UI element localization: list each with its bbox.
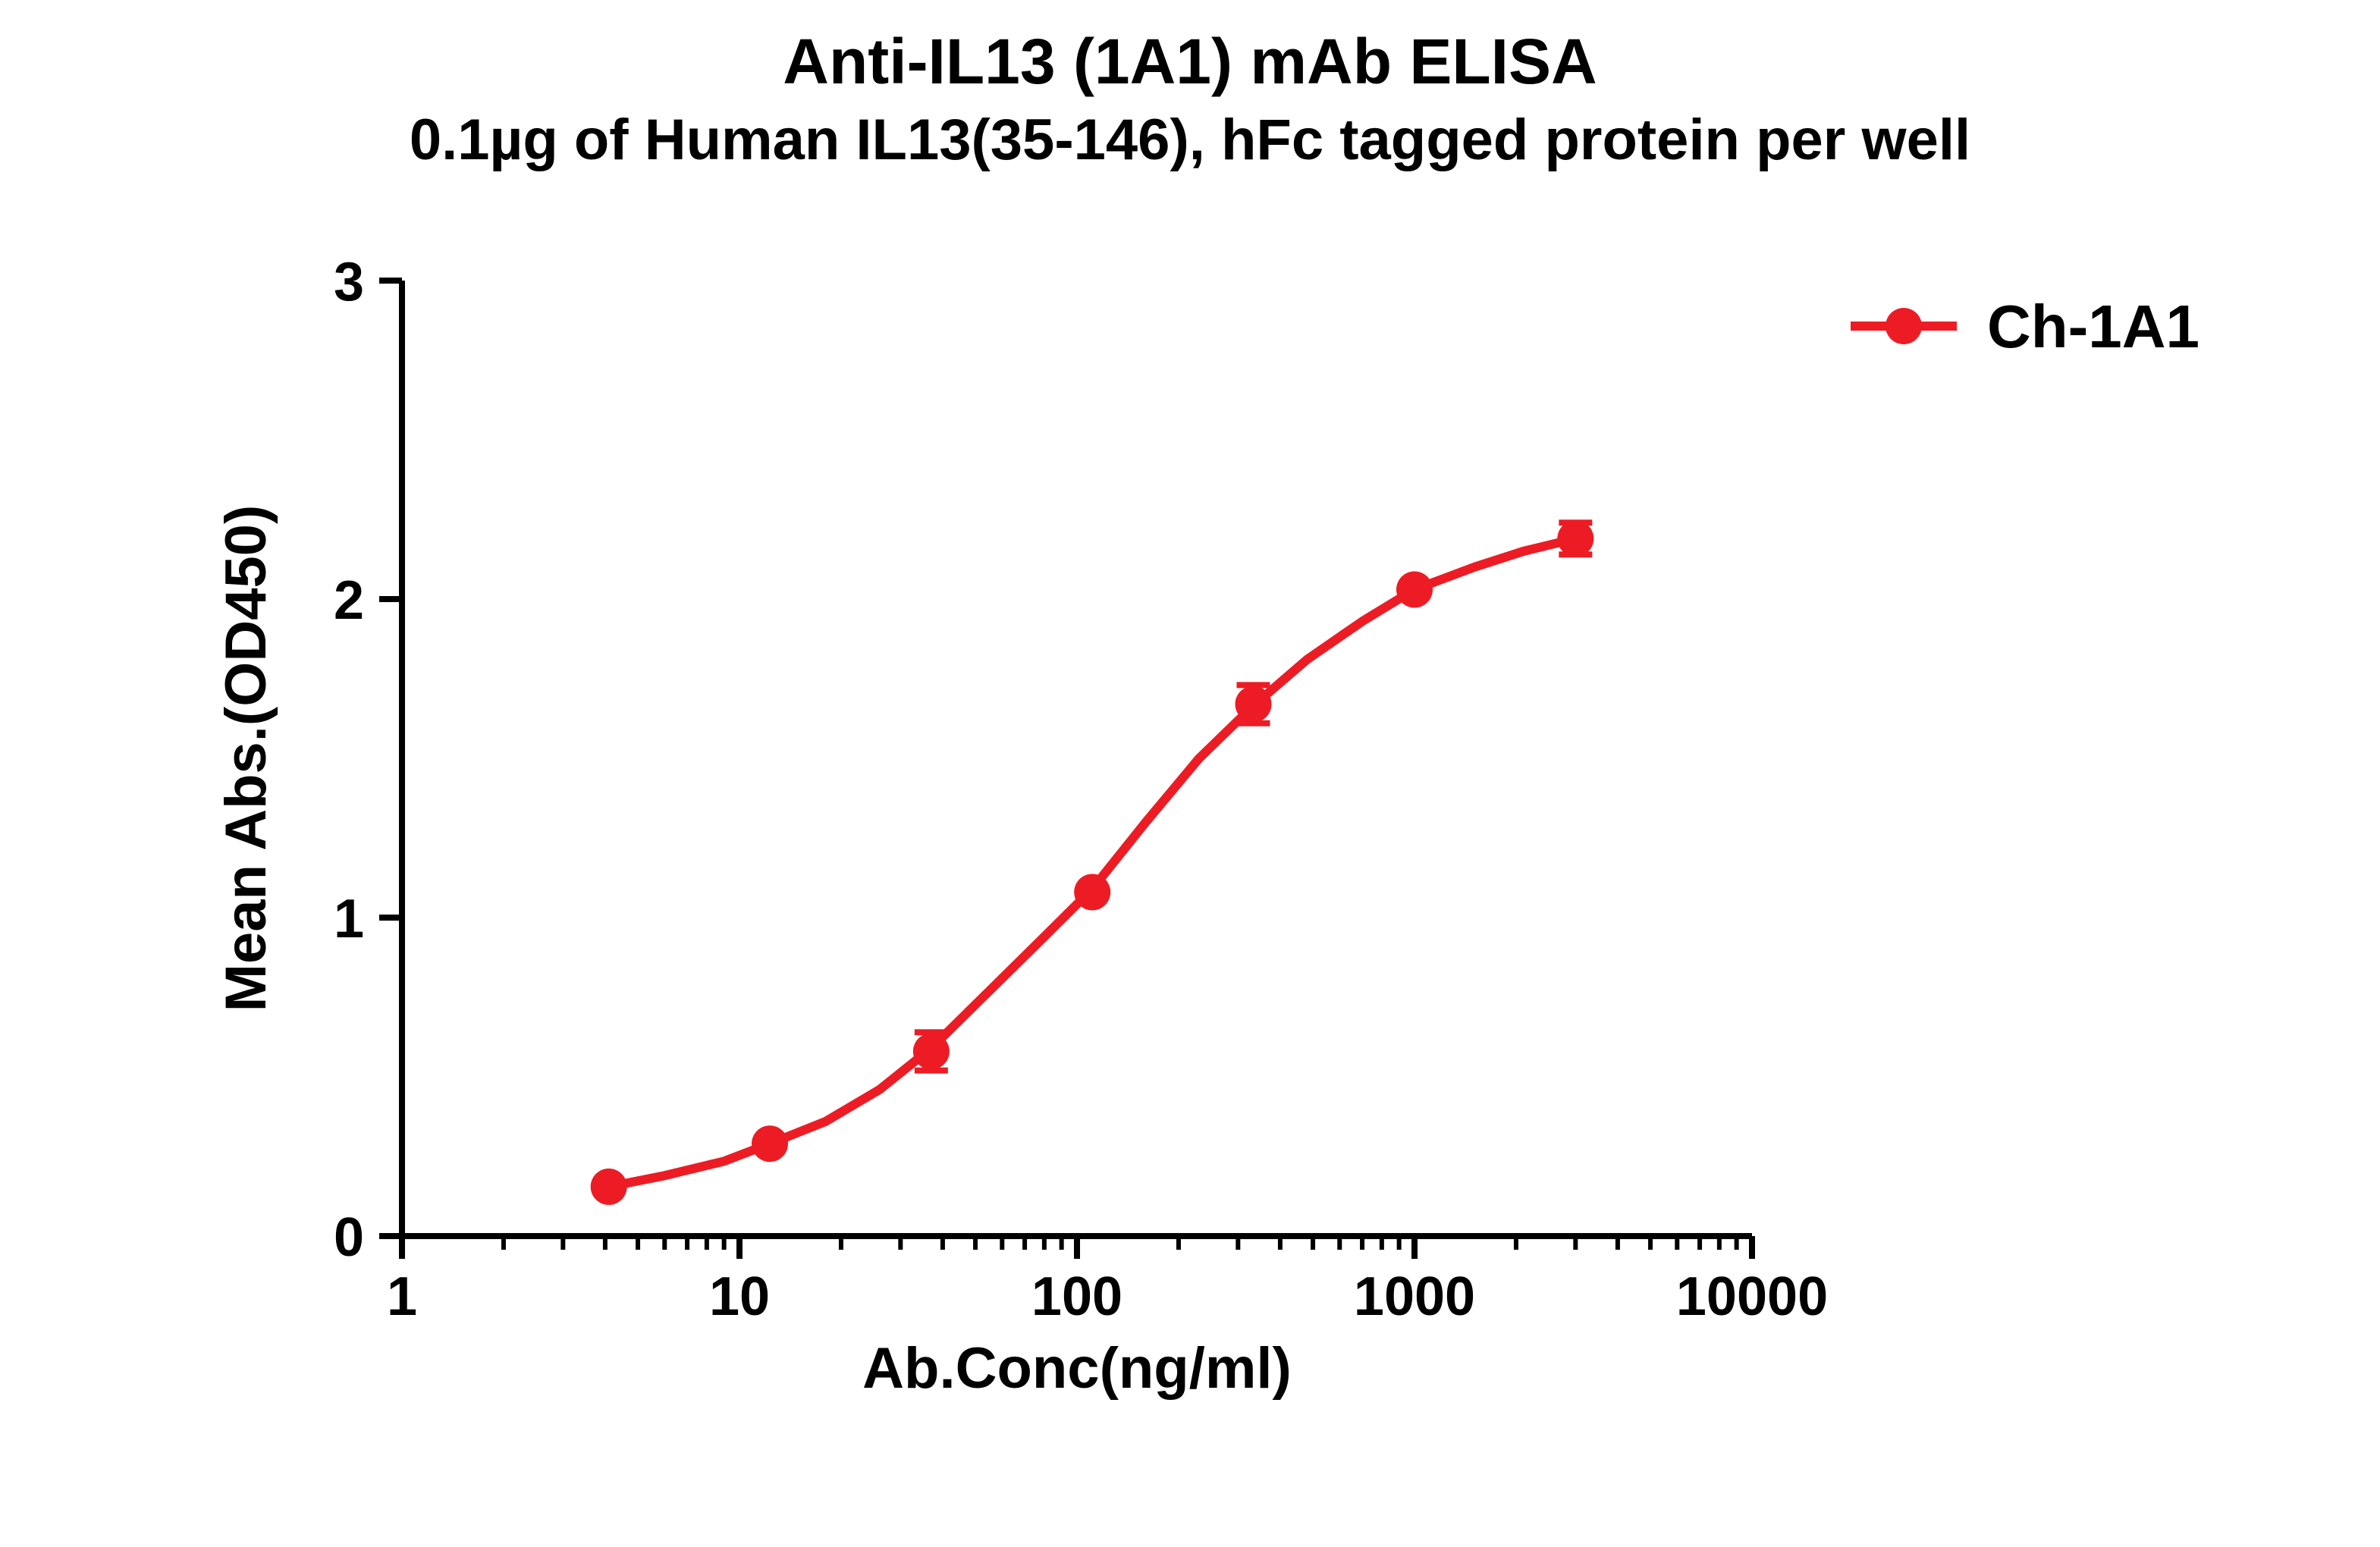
series-line [609,538,1576,1187]
chart-subtitle: 0.1µg of Human IL13(35-146), hFc tagged … [410,108,1970,172]
y-axis-label: Mean Abs.(OD450) [214,505,278,1012]
y-tick-label: 0 [334,1207,364,1268]
elisa-chart: Anti-IL13 (1A1) mAb ELISA 0.1µg of Human … [0,0,2380,1547]
data-marker [591,1169,627,1205]
y-tick-label: 3 [334,252,364,312]
x-tick-label: 10000 [1676,1266,1828,1327]
data-marker [1396,571,1433,607]
data-marker [752,1125,788,1162]
data-marker [1557,520,1593,557]
x-tick-label: 1 [387,1266,417,1327]
y-tick-label: 1 [334,889,364,949]
y-tick-label: 2 [334,570,364,631]
data-marker [913,1033,950,1069]
x-axis-label: Ab.Conc(ng/ml) [862,1336,1292,1401]
data-marker [1235,686,1271,723]
chart-svg: Anti-IL13 (1A1) mAb ELISA 0.1µg of Human … [0,0,2380,1547]
data-marker [1074,874,1110,910]
legend-marker-icon [1885,308,1922,344]
legend-label: Ch-1A1 [1987,293,2199,360]
chart-title: Anti-IL13 (1A1) mAb ELISA [783,26,1597,97]
x-tick-label: 1000 [1354,1266,1475,1327]
x-tick-label: 100 [1031,1266,1122,1327]
x-tick-label: 10 [709,1266,770,1327]
